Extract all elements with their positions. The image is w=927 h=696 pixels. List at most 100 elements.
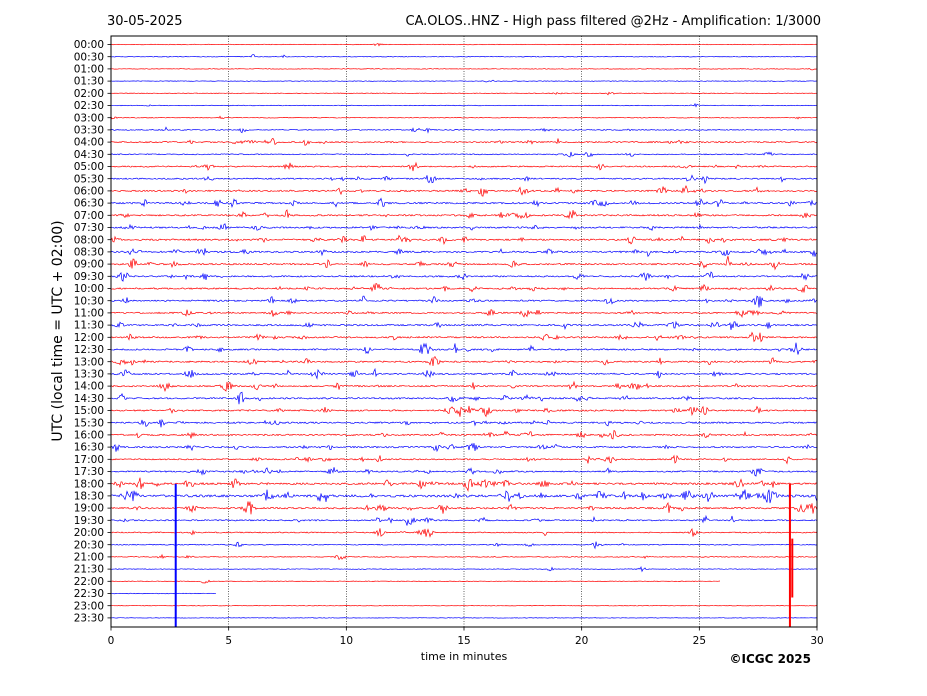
trace-row	[110, 527, 818, 538]
x-tick-label: 5	[225, 635, 232, 647]
trace-row	[110, 605, 818, 607]
date-label: 30-05-2025	[107, 14, 183, 29]
trace-row	[110, 565, 818, 573]
trace-row	[110, 256, 818, 271]
y-tick-label: 14:30	[74, 393, 104, 405]
trace-row	[110, 68, 818, 71]
chart-title: CA.OLOS..HNZ - High pass filtered @2Hz -…	[405, 14, 821, 29]
y-tick-label: 22:00	[74, 576, 104, 588]
y-tick-label: 16:30	[74, 442, 104, 454]
y-tick-label: 04:30	[74, 149, 104, 161]
trace-row	[110, 79, 818, 83]
trace-row	[110, 197, 818, 208]
y-tick-label: 14:00	[74, 381, 104, 393]
y-tick-label: 19:00	[74, 503, 104, 515]
y-tick-label: 16:00	[74, 430, 104, 442]
y-tick-label: 01:00	[74, 64, 104, 76]
seismic-traces	[110, 43, 818, 619]
trace-row	[110, 234, 818, 245]
y-tick-label: 11:30	[74, 320, 104, 332]
y-tick-label: 20:30	[74, 539, 104, 551]
x-tick-label: 0	[108, 635, 115, 647]
y-tick-label: 10:00	[74, 283, 104, 295]
trace-row	[110, 102, 818, 108]
y-tick-label: 01:30	[74, 76, 104, 88]
seismic-spikes	[174, 483, 794, 627]
y-tick-label: 02:30	[74, 100, 104, 112]
y-tick-label: 06:30	[74, 198, 104, 210]
y-tick-label: 15:00	[74, 405, 104, 417]
y-tick-label: 09:00	[74, 259, 104, 271]
trace-row	[110, 161, 818, 172]
trace-row	[110, 282, 818, 293]
trace-row	[110, 617, 818, 619]
trace-row	[110, 467, 818, 477]
trace-row	[110, 380, 818, 393]
y-tick-label: 05:00	[74, 161, 104, 173]
y-tick-label: 19:30	[74, 515, 104, 527]
y-tick-label: 06:00	[74, 186, 104, 198]
copyright-label: ©ICGC 2025	[729, 652, 811, 666]
y-tick-label: 21:30	[74, 564, 104, 576]
y-tick-label: 04:00	[74, 137, 104, 149]
y-tick-label: 05:30	[74, 173, 104, 185]
y-tick-label: 03:00	[74, 112, 104, 124]
trace-row	[110, 429, 818, 440]
trace-row	[110, 309, 818, 319]
trace-row	[110, 295, 818, 308]
trace-row	[110, 442, 818, 453]
trace-row	[110, 553, 818, 561]
y-tick-label: 10:30	[74, 295, 104, 307]
trace-row	[110, 342, 818, 355]
y-tick-label: 20:00	[74, 527, 104, 539]
y-tick-label: 00:00	[74, 39, 104, 51]
y-tick-label: 22:30	[74, 588, 104, 600]
trace-row	[110, 223, 818, 232]
y-tick-label: 08:30	[74, 247, 104, 259]
trace-row	[110, 115, 818, 120]
trace-row	[110, 356, 818, 366]
trace-row	[110, 514, 818, 526]
y-tick-label: 02:00	[74, 88, 104, 100]
trace-row	[110, 405, 818, 418]
trace-row	[110, 454, 818, 465]
y-tick-label: 23:30	[74, 613, 104, 625]
trace-row	[110, 209, 818, 220]
y-tick-label: 21:00	[74, 552, 104, 564]
y-tick-label: 18:30	[74, 491, 104, 503]
x-axis-label: time in minutes	[421, 650, 508, 663]
trace-row	[110, 54, 818, 59]
x-tick-label: 15	[457, 635, 470, 647]
trace-row	[110, 501, 818, 515]
trace-row	[110, 391, 818, 405]
trace-row	[110, 91, 818, 96]
y-tick-label: 17:30	[74, 466, 104, 478]
trace-row	[110, 126, 817, 134]
trace-row	[110, 418, 818, 428]
trace-row	[110, 367, 818, 380]
y-axis-ticks: 00:0000:3001:0001:3002:0002:3003:0003:30…	[74, 39, 111, 625]
y-tick-label: 15:30	[74, 417, 104, 429]
trace-row	[110, 592, 217, 595]
trace-row	[110, 320, 818, 331]
y-tick-label: 18:00	[74, 478, 104, 490]
trace-row	[110, 137, 818, 146]
trace-row	[110, 248, 818, 258]
y-tick-label: 09:30	[74, 271, 104, 283]
y-tick-label: 08:00	[74, 234, 104, 246]
y-tick-label: 13:30	[74, 369, 104, 381]
y-tick-label: 03:30	[74, 125, 104, 137]
y-tick-label: 13:00	[74, 356, 104, 368]
trace-row	[110, 271, 818, 282]
y-tick-label: 17:00	[74, 454, 104, 466]
x-tick-label: 30	[810, 635, 823, 647]
trace-row	[110, 184, 818, 197]
y-tick-label: 11:00	[74, 308, 104, 320]
trace-row	[110, 43, 818, 47]
trace-row	[110, 151, 818, 158]
trace-row	[110, 331, 818, 343]
trace-row	[110, 477, 818, 492]
y-tick-label: 12:30	[74, 344, 104, 356]
y-tick-label: 12:00	[74, 332, 104, 344]
